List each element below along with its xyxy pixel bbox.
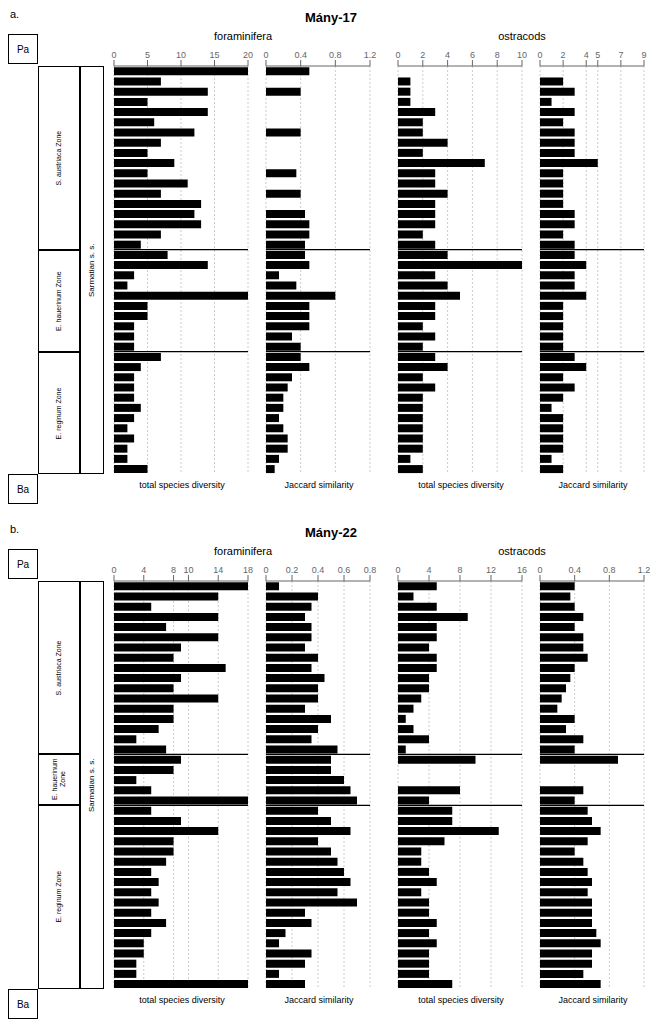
html-text:Sarmatian s. s.: Sarmatian s. s.: [86, 758, 96, 812]
html-text:E. reginum Zone: E. reginum Zone: [55, 386, 63, 439]
html-text:Jaccard similarity: Jaccard similarity: [558, 480, 628, 490]
svg-text:1.2: 1.2: [364, 50, 377, 60]
svg-text:0: 0: [111, 565, 116, 575]
html-text:foraminifera: foraminifera: [214, 545, 272, 557]
svg-text:0: 0: [263, 565, 268, 575]
svg-text:2: 2: [561, 50, 566, 60]
html-text:E. reginum Zone: E. reginum Zone: [55, 871, 63, 924]
svg-text:0.4: 0.4: [294, 50, 307, 60]
svg-text:8: 8: [495, 50, 500, 60]
svg-text:20: 20: [243, 50, 253, 60]
svg-text:15: 15: [209, 50, 219, 60]
html-text:E. hauerinum Zone: E. hauerinum Zone: [55, 270, 63, 331]
svg-text:0: 0: [395, 565, 400, 575]
html-text:total species diversity: total species diversity: [418, 480, 504, 490]
html-text:Jaccard similarity: Jaccard similarity: [558, 995, 628, 1005]
svg-text:0: 0: [537, 565, 542, 575]
svg-text:9: 9: [641, 50, 646, 60]
svg-text:16: 16: [517, 565, 527, 575]
html-text:ostracods: ostracods: [498, 30, 546, 42]
svg-text:0: 0: [395, 50, 400, 60]
svg-text:0.8: 0.8: [603, 565, 616, 575]
svg-text:12: 12: [486, 565, 496, 575]
html-text:Mány-22: Mány-22: [305, 525, 357, 540]
svg-text:4: 4: [445, 50, 450, 60]
html-text:total species diversity: total species diversity: [418, 995, 504, 1005]
svg-text:7: 7: [618, 50, 623, 60]
svg-text:0.8: 0.8: [364, 565, 377, 575]
svg-text:0: 0: [111, 50, 116, 60]
html-text:ostracods: ostracods: [498, 545, 546, 557]
html-text:S. austriaca Zone: S. austriaca Zone: [55, 640, 63, 696]
html-text:Pa: Pa: [16, 558, 30, 570]
svg-text:4: 4: [584, 50, 589, 60]
svg-text:6: 6: [470, 50, 475, 60]
html-text:total species diversity: total species diversity: [139, 480, 225, 490]
svg-text:0: 0: [263, 50, 268, 60]
html-text:a.: a.: [10, 8, 20, 20]
html-text:Mány-17: Mány-17: [305, 10, 357, 25]
svg-text:4: 4: [426, 565, 431, 575]
svg-text:0.2: 0.2: [286, 565, 299, 575]
svg-text:0: 0: [537, 50, 542, 60]
svg-text:10: 10: [517, 50, 527, 60]
svg-text:5: 5: [145, 50, 150, 60]
svg-text:5: 5: [595, 50, 600, 60]
html-text:Jaccard similarity: Jaccard similarity: [284, 995, 354, 1005]
svg-text:0.6: 0.6: [338, 565, 351, 575]
svg-text:10: 10: [176, 50, 186, 60]
svg-text:10: 10: [183, 565, 193, 575]
svg-text:0.4: 0.4: [568, 565, 581, 575]
svg-text:14: 14: [213, 565, 223, 575]
svg-text:4: 4: [141, 565, 146, 575]
svg-text:18: 18: [243, 565, 253, 575]
html-text:Ba: Ba: [16, 483, 30, 495]
html-text:Ba: Ba: [16, 998, 30, 1010]
svg-text:2: 2: [420, 50, 425, 60]
html-text:E. hauerinum Zone: E. hauerinum Zone: [51, 759, 66, 801]
html-text:Sarmatian s. s.: Sarmatian s. s.: [86, 243, 96, 297]
html-text:Jaccard similarity: Jaccard similarity: [284, 480, 354, 490]
svg-text:1.2: 1.2: [638, 565, 651, 575]
svg-text:0.4: 0.4: [312, 565, 325, 575]
html-text:total species diversity: total species diversity: [139, 995, 225, 1005]
html-text:S. austriaca Zone: S. austriaca Zone: [55, 130, 63, 186]
svg-text:8: 8: [457, 565, 462, 575]
svg-text:0.8: 0.8: [329, 50, 342, 60]
html-text:b.: b.: [10, 523, 20, 535]
svg-text:8: 8: [171, 565, 176, 575]
html-text:Pa: Pa: [16, 43, 30, 55]
html-text:foraminifera: foraminifera: [214, 30, 272, 42]
